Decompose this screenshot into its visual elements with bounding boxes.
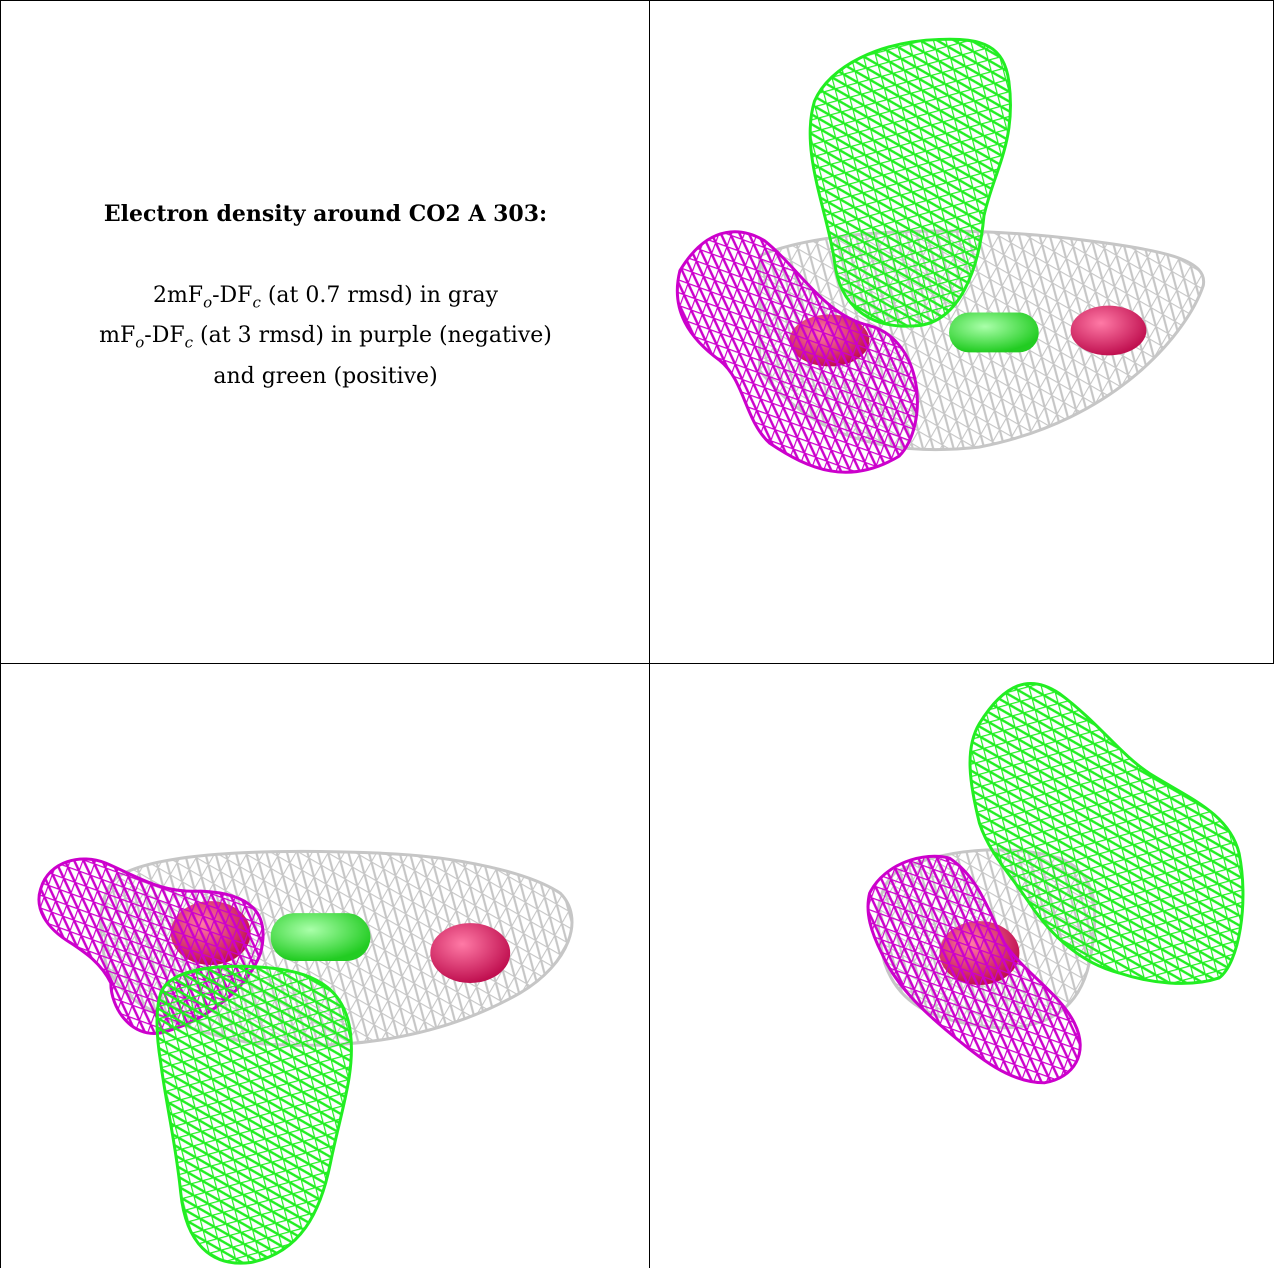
carbon-atom	[270, 913, 371, 962]
density-render-1	[675, 37, 1206, 474]
purple-density-mesh	[675, 230, 919, 474]
carbon-atom	[949, 312, 1039, 353]
density-view-bottom-right	[649, 663, 1274, 1268]
density-view-top-right	[649, 0, 1274, 663]
legend-title: Electron density around CO2 A 303:	[103, 201, 548, 227]
legend-line-green: and green (positive)	[213, 363, 438, 389]
purple-density-mesh	[866, 854, 1082, 1085]
legend-line-difference: mFo-DFc (at 3 rmsd) in purple (negative)	[99, 323, 552, 352]
legend: Electron density around CO2 A 303: 2mFo-…	[1, 201, 650, 393]
oxygen-atom	[1070, 305, 1147, 356]
legend-line-gray: 2mFo-DFc (at 0.7 rmsd) in gray	[152, 283, 499, 312]
density-render-3	[866, 682, 1245, 1085]
density-view-bottom-left	[0, 663, 649, 1268]
panel-divider	[0, 663, 1274, 664]
green-density-mesh	[968, 682, 1245, 985]
green-density-mesh	[808, 37, 1012, 328]
oxygen-atom	[430, 923, 511, 983]
legend-panel: Electron density around CO2 A 303: 2mFo-…	[0, 0, 649, 663]
green-density-mesh	[155, 964, 353, 1265]
density-render-2	[37, 849, 574, 1265]
